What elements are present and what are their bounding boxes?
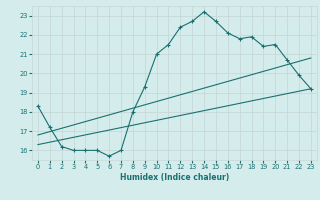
X-axis label: Humidex (Indice chaleur): Humidex (Indice chaleur) (120, 173, 229, 182)
